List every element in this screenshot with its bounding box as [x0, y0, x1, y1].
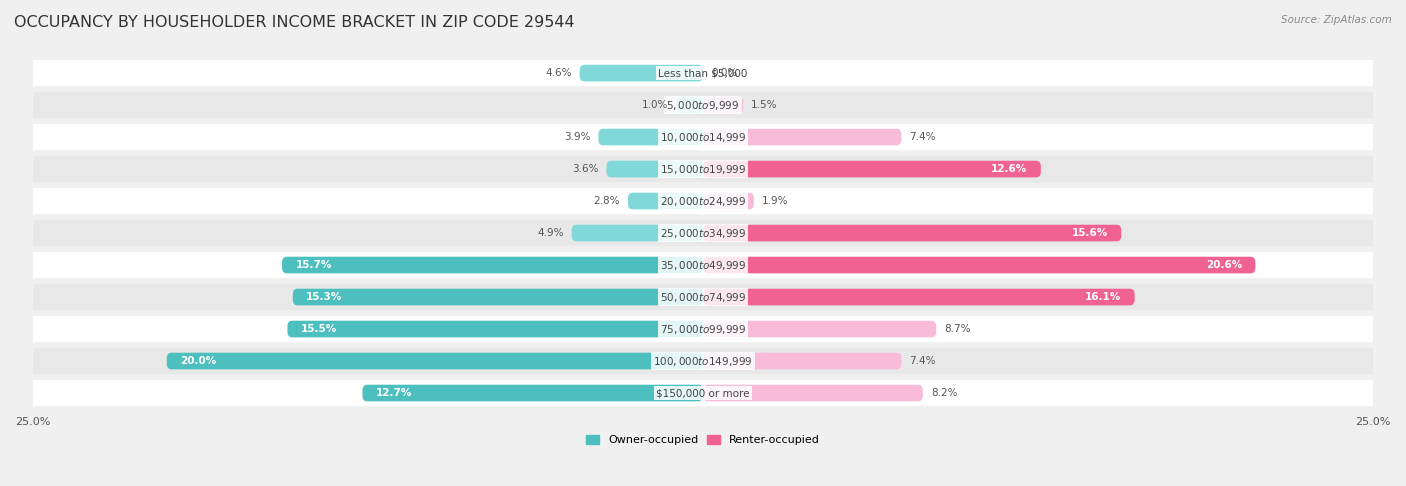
- FancyBboxPatch shape: [703, 353, 901, 369]
- Text: $75,000 to $99,999: $75,000 to $99,999: [659, 323, 747, 335]
- Text: $20,000 to $24,999: $20,000 to $24,999: [659, 194, 747, 208]
- Legend: Owner-occupied, Renter-occupied: Owner-occupied, Renter-occupied: [581, 430, 825, 450]
- Text: 15.3%: 15.3%: [307, 292, 343, 302]
- FancyBboxPatch shape: [25, 316, 1381, 342]
- FancyBboxPatch shape: [287, 321, 703, 337]
- Text: 1.5%: 1.5%: [751, 100, 778, 110]
- Text: 20.0%: 20.0%: [180, 356, 217, 366]
- Text: 20.6%: 20.6%: [1206, 260, 1241, 270]
- FancyBboxPatch shape: [25, 124, 1381, 150]
- FancyBboxPatch shape: [703, 321, 936, 337]
- FancyBboxPatch shape: [572, 225, 703, 242]
- FancyBboxPatch shape: [579, 65, 703, 81]
- Text: $25,000 to $34,999: $25,000 to $34,999: [659, 226, 747, 240]
- Text: 7.4%: 7.4%: [910, 356, 936, 366]
- FancyBboxPatch shape: [292, 289, 703, 305]
- Text: 1.0%: 1.0%: [641, 100, 668, 110]
- Text: $150,000 or more: $150,000 or more: [657, 388, 749, 398]
- FancyBboxPatch shape: [599, 129, 703, 145]
- FancyBboxPatch shape: [628, 193, 703, 209]
- FancyBboxPatch shape: [703, 161, 1040, 177]
- FancyBboxPatch shape: [283, 257, 703, 273]
- Text: OCCUPANCY BY HOUSEHOLDER INCOME BRACKET IN ZIP CODE 29544: OCCUPANCY BY HOUSEHOLDER INCOME BRACKET …: [14, 15, 575, 30]
- FancyBboxPatch shape: [703, 193, 754, 209]
- FancyBboxPatch shape: [703, 289, 1135, 305]
- FancyBboxPatch shape: [703, 257, 1256, 273]
- Text: 4.6%: 4.6%: [546, 68, 572, 78]
- Text: 4.9%: 4.9%: [537, 228, 564, 238]
- FancyBboxPatch shape: [703, 129, 901, 145]
- Text: Less than $5,000: Less than $5,000: [658, 68, 748, 78]
- Text: 12.6%: 12.6%: [991, 164, 1028, 174]
- Text: 15.5%: 15.5%: [301, 324, 337, 334]
- Text: Source: ZipAtlas.com: Source: ZipAtlas.com: [1281, 15, 1392, 25]
- FancyBboxPatch shape: [25, 380, 1381, 406]
- FancyBboxPatch shape: [703, 225, 1121, 242]
- FancyBboxPatch shape: [25, 252, 1381, 278]
- FancyBboxPatch shape: [25, 188, 1381, 214]
- Text: 8.2%: 8.2%: [931, 388, 957, 398]
- Text: 1.9%: 1.9%: [762, 196, 789, 206]
- Text: 15.7%: 15.7%: [295, 260, 332, 270]
- Text: 7.4%: 7.4%: [910, 132, 936, 142]
- FancyBboxPatch shape: [25, 92, 1381, 118]
- Text: $15,000 to $19,999: $15,000 to $19,999: [659, 162, 747, 175]
- FancyBboxPatch shape: [606, 161, 703, 177]
- FancyBboxPatch shape: [167, 353, 703, 369]
- Text: $50,000 to $74,999: $50,000 to $74,999: [659, 291, 747, 304]
- Text: $35,000 to $49,999: $35,000 to $49,999: [659, 259, 747, 272]
- Text: 2.8%: 2.8%: [593, 196, 620, 206]
- FancyBboxPatch shape: [25, 284, 1381, 310]
- FancyBboxPatch shape: [676, 97, 703, 113]
- Text: 8.7%: 8.7%: [945, 324, 970, 334]
- FancyBboxPatch shape: [363, 385, 703, 401]
- Text: $100,000 to $149,999: $100,000 to $149,999: [654, 354, 752, 367]
- FancyBboxPatch shape: [703, 385, 922, 401]
- FancyBboxPatch shape: [25, 348, 1381, 374]
- Text: 12.7%: 12.7%: [375, 388, 412, 398]
- Text: 0.0%: 0.0%: [711, 68, 737, 78]
- Text: $10,000 to $14,999: $10,000 to $14,999: [659, 131, 747, 143]
- Text: 3.9%: 3.9%: [564, 132, 591, 142]
- FancyBboxPatch shape: [25, 220, 1381, 246]
- Text: 16.1%: 16.1%: [1085, 292, 1121, 302]
- Text: $5,000 to $9,999: $5,000 to $9,999: [666, 99, 740, 112]
- FancyBboxPatch shape: [703, 97, 744, 113]
- FancyBboxPatch shape: [25, 156, 1381, 182]
- Text: 3.6%: 3.6%: [572, 164, 599, 174]
- FancyBboxPatch shape: [25, 60, 1381, 86]
- Text: 15.6%: 15.6%: [1071, 228, 1108, 238]
